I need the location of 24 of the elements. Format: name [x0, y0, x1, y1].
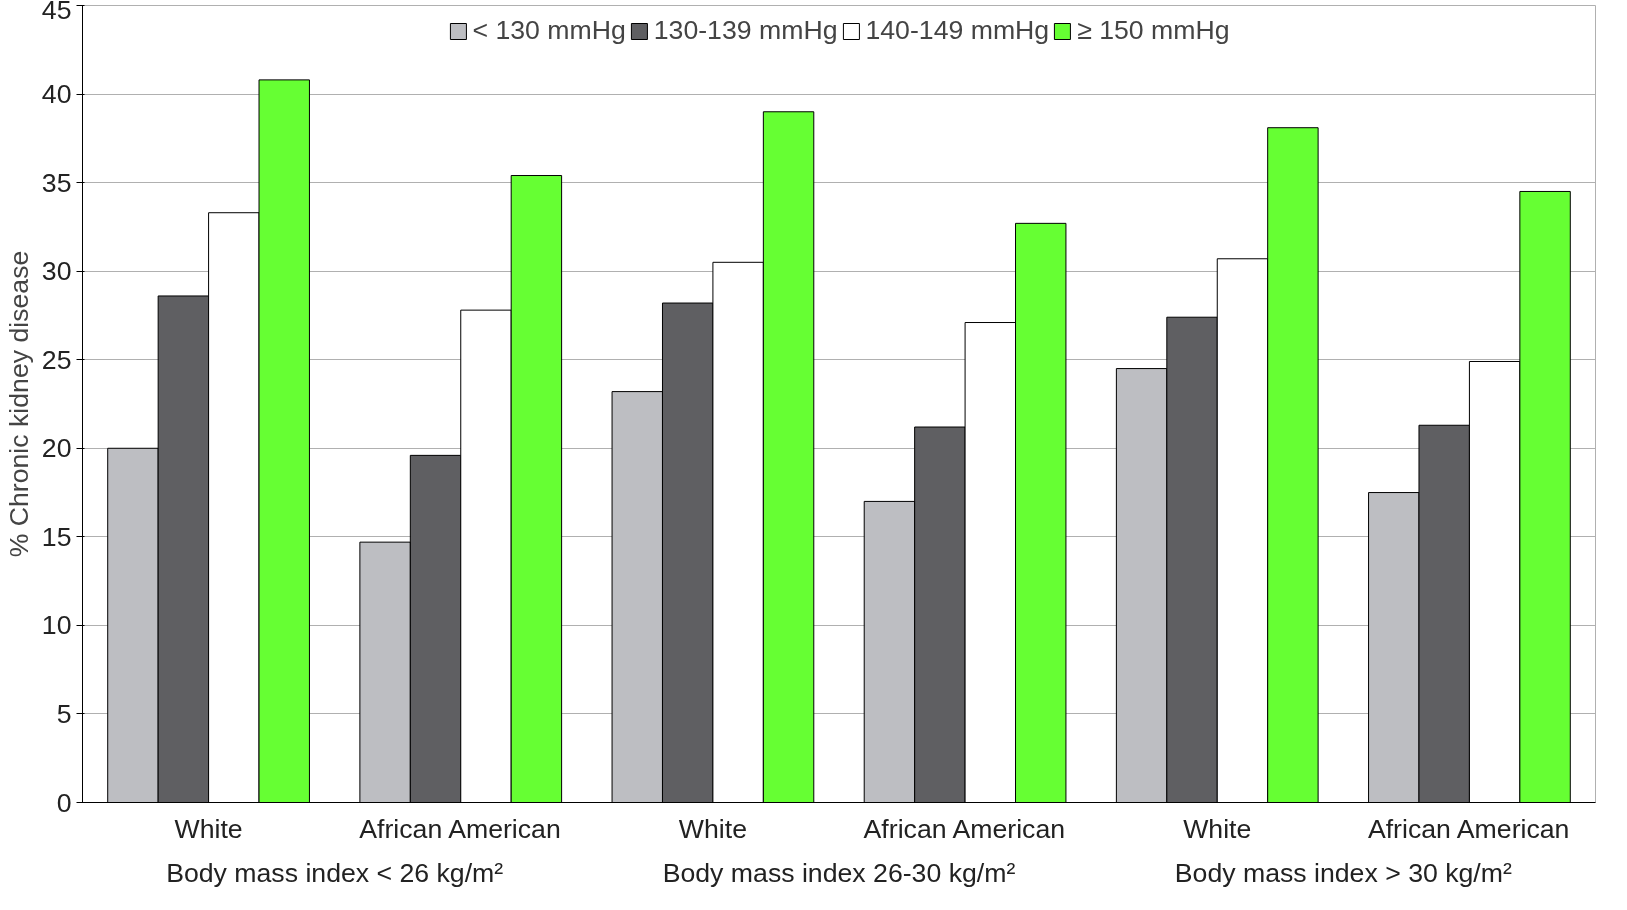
- x-tick-label: African American: [1367, 813, 1570, 844]
- text: Body mass index 26-30 kg/m²: [662, 857, 1016, 888]
- y-tick-label: 15: [41, 521, 72, 552]
- x-tick-label: White: [1183, 813, 1252, 844]
- y-tick-label: 30: [41, 256, 72, 287]
- y-tick-label: 45: [41, 0, 72, 25]
- x-tick-label: African American: [863, 813, 1066, 844]
- legend-label: 130-139 mmHg: [653, 15, 838, 46]
- legend-label: ≥ 150 mmHg: [1077, 15, 1230, 46]
- x-tick-label: White: [678, 813, 747, 844]
- x-tick-label: African American: [359, 813, 561, 844]
- y-axis-title: % Chronic kidney disease: [3, 250, 34, 558]
- y-tick-label: 5: [56, 698, 72, 729]
- text: Body mass index > 30 kg/m²: [1174, 857, 1512, 888]
- y-tick-label: 35: [41, 167, 72, 198]
- text: Body mass index < 26 kg/m²: [166, 857, 504, 888]
- legend-label: < 130 mmHg: [472, 15, 626, 46]
- y-tick-label: 40: [41, 79, 72, 110]
- x-tick-label: White: [174, 813, 243, 844]
- y-tick-label: 0: [56, 787, 72, 818]
- y-tick-label: 25: [41, 344, 72, 375]
- legend-label: 140-149 mmHg: [865, 15, 1050, 46]
- y-tick-label: 10: [41, 610, 72, 641]
- y-tick-label: 20: [41, 433, 72, 464]
